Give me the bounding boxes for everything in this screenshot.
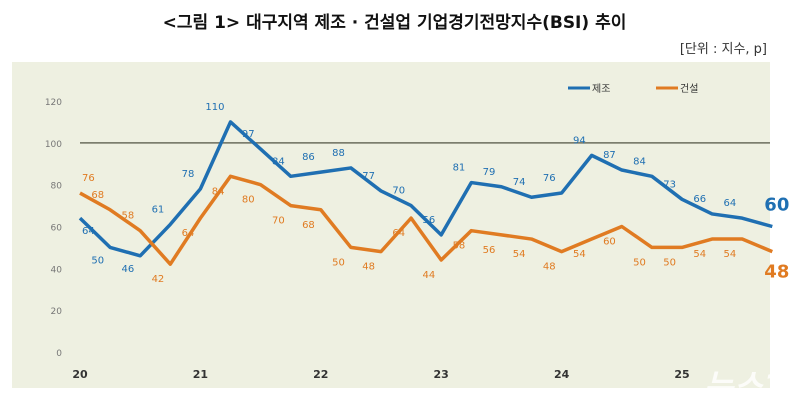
data-label: 64 — [392, 228, 405, 239]
data-label: 110 — [205, 102, 224, 113]
data-label: 84 — [633, 156, 646, 167]
data-label: 44 — [422, 270, 435, 281]
x-tick-label: 22 — [313, 368, 328, 381]
data-label: 54 — [573, 249, 586, 260]
data-label: 86 — [302, 152, 315, 163]
data-label: 50 — [332, 257, 345, 268]
data-label: 94 — [573, 135, 586, 146]
data-label: 80 — [242, 195, 255, 206]
y-tick-label: 20 — [51, 307, 63, 317]
data-label: 76 — [543, 173, 556, 184]
data-label: 73 — [663, 179, 676, 190]
y-tick-label: 60 — [51, 224, 63, 234]
y-tick-label: 0 — [56, 349, 62, 359]
data-label: 87 — [603, 150, 616, 161]
data-label: 84 — [272, 156, 285, 167]
data-label: 56 — [483, 245, 496, 256]
data-label: 68 — [91, 190, 104, 201]
data-label: 60 — [603, 237, 616, 248]
y-tick-label: 80 — [51, 182, 63, 192]
data-label: 54 — [693, 249, 706, 260]
data-label: 81 — [453, 163, 466, 174]
data-label: 56 — [422, 215, 435, 226]
data-label: 88 — [332, 148, 345, 159]
data-label: 58 — [453, 241, 466, 252]
data-label: 68 — [302, 220, 315, 231]
plot-background — [12, 62, 770, 388]
data-label: 64 — [182, 228, 195, 239]
y-tick-label: 100 — [45, 140, 62, 150]
y-tick-label: 120 — [45, 98, 62, 108]
data-label: 50 — [633, 257, 646, 268]
unit-note: [단위 : 지수, p] — [679, 42, 767, 57]
data-label: 77 — [362, 171, 375, 182]
data-label: 42 — [152, 274, 165, 285]
y-tick-label: 40 — [51, 265, 63, 275]
data-label: 76 — [82, 173, 95, 184]
x-tick-label: 23 — [434, 368, 449, 381]
data-label: 66 — [693, 194, 706, 205]
legend-label: 건설 — [680, 83, 698, 95]
data-label: 64 — [723, 198, 736, 209]
legend-label: 제조 — [592, 83, 610, 95]
data-label: 74 — [513, 177, 526, 188]
watermark-logo: 뉴스1 — [703, 367, 785, 405]
data-label: 61 — [152, 204, 165, 215]
data-label: 50 — [663, 257, 676, 268]
data-label: 48 — [362, 262, 375, 273]
data-label: 60 — [764, 195, 789, 216]
data-label: 64 — [82, 226, 95, 237]
data-label: 48 — [764, 262, 789, 283]
data-label: 70 — [272, 216, 285, 227]
data-label: 50 — [91, 255, 104, 266]
data-label: 78 — [182, 169, 195, 180]
data-label: 54 — [513, 249, 526, 260]
data-label: 48 — [543, 262, 556, 273]
data-label: 54 — [723, 249, 736, 260]
series-line-manufacturing — [78, 120, 773, 258]
data-label: 79 — [483, 167, 496, 178]
data-label: 97 — [242, 129, 255, 140]
x-tick-label: 25 — [674, 368, 689, 381]
data-label: 46 — [121, 264, 134, 275]
x-tick-label: 24 — [554, 368, 570, 381]
x-tick-label: 21 — [193, 368, 208, 381]
series-line-construction — [79, 174, 773, 266]
data-label: 84 — [212, 186, 225, 197]
data-label: 70 — [392, 186, 405, 197]
chart-title: <그림 1> 대구지역 제조 · 건설업 기업경기전망지수(BSI) 추이 — [162, 13, 627, 33]
x-tick-label: 20 — [72, 368, 88, 381]
data-label: 58 — [121, 211, 134, 222]
